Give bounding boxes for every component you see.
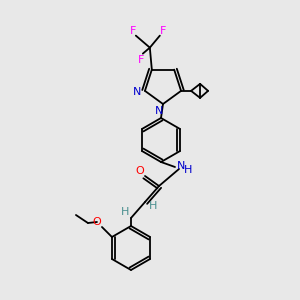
Text: N: N (133, 87, 141, 97)
Text: F: F (138, 55, 144, 64)
Text: F: F (160, 26, 166, 36)
Text: N: N (177, 161, 185, 171)
Text: O: O (136, 166, 144, 176)
Text: N: N (155, 106, 163, 116)
Text: O: O (93, 217, 101, 227)
Text: H: H (121, 207, 129, 217)
Text: H: H (149, 201, 157, 211)
Text: F: F (130, 26, 136, 36)
Text: H: H (184, 165, 192, 175)
